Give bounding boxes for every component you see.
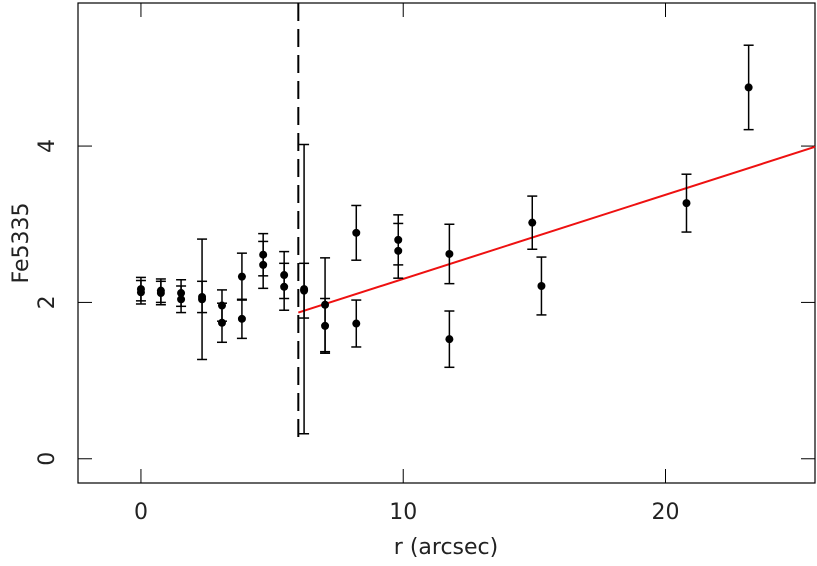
point [177, 295, 186, 304]
x-tick-label: 20 [652, 500, 680, 525]
x-tick-label: 0 [134, 500, 148, 525]
point [136, 288, 145, 297]
y-tick-label: 2 [35, 295, 60, 309]
point [198, 295, 207, 304]
point [259, 260, 268, 269]
point [237, 314, 246, 323]
y-axis-label: Fe5335 [9, 203, 34, 284]
point [352, 228, 361, 237]
point [321, 321, 330, 330]
point [537, 281, 546, 290]
point [445, 249, 454, 258]
fit-line [298, 145, 816, 314]
point [300, 286, 309, 295]
point [445, 335, 454, 344]
point [352, 319, 361, 328]
x-tick-label: 10 [389, 500, 417, 525]
y-tick-label: 0 [35, 452, 60, 466]
y-tick-label: 4 [35, 139, 60, 153]
point [217, 318, 226, 327]
point [156, 289, 165, 298]
x-axis-label: r (arcsec) [394, 535, 498, 560]
point [682, 199, 691, 208]
point [528, 218, 537, 227]
plot-frame [77, 2, 816, 484]
point [394, 246, 403, 255]
point [280, 282, 289, 291]
point [744, 83, 753, 92]
point [237, 272, 246, 281]
